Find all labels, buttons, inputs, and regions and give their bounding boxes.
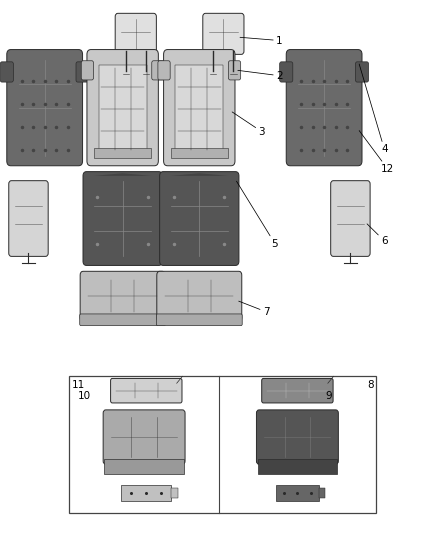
Bar bbox=[69, 376, 376, 513]
Text: 9: 9 bbox=[326, 391, 332, 401]
Bar bbox=[211, 69, 216, 77]
Text: 2: 2 bbox=[238, 70, 283, 80]
FancyBboxPatch shape bbox=[156, 314, 242, 326]
Bar bbox=[319, 488, 325, 498]
Text: 11: 11 bbox=[71, 380, 85, 390]
FancyBboxPatch shape bbox=[81, 61, 94, 80]
FancyArrow shape bbox=[94, 173, 152, 176]
FancyBboxPatch shape bbox=[279, 62, 293, 82]
Bar bbox=[231, 69, 236, 77]
FancyBboxPatch shape bbox=[356, 62, 368, 82]
FancyBboxPatch shape bbox=[80, 271, 165, 321]
Bar bbox=[276, 485, 319, 501]
Bar bbox=[105, 459, 184, 474]
Text: 6: 6 bbox=[367, 224, 388, 246]
FancyBboxPatch shape bbox=[115, 13, 156, 54]
FancyBboxPatch shape bbox=[257, 410, 338, 464]
Bar bbox=[175, 65, 223, 153]
Text: 8: 8 bbox=[367, 380, 374, 390]
FancyBboxPatch shape bbox=[331, 181, 370, 256]
FancyBboxPatch shape bbox=[157, 271, 242, 321]
Bar bbox=[258, 459, 337, 474]
FancyBboxPatch shape bbox=[9, 181, 48, 256]
FancyBboxPatch shape bbox=[159, 172, 239, 265]
Text: 7: 7 bbox=[239, 301, 269, 317]
FancyBboxPatch shape bbox=[7, 50, 82, 166]
Text: 3: 3 bbox=[232, 112, 265, 136]
Bar bbox=[121, 485, 172, 501]
FancyArrow shape bbox=[170, 173, 228, 176]
FancyBboxPatch shape bbox=[152, 61, 164, 80]
Bar bbox=[171, 488, 178, 498]
FancyBboxPatch shape bbox=[83, 172, 162, 265]
Text: 10: 10 bbox=[78, 391, 91, 401]
Text: 5: 5 bbox=[237, 181, 278, 248]
Text: 1: 1 bbox=[240, 36, 283, 45]
FancyBboxPatch shape bbox=[87, 50, 158, 166]
FancyBboxPatch shape bbox=[76, 62, 89, 82]
FancyBboxPatch shape bbox=[80, 314, 166, 326]
FancyBboxPatch shape bbox=[163, 50, 235, 166]
Bar bbox=[95, 148, 151, 158]
Bar bbox=[143, 69, 148, 77]
FancyBboxPatch shape bbox=[103, 410, 185, 464]
FancyBboxPatch shape bbox=[229, 61, 240, 80]
FancyBboxPatch shape bbox=[158, 61, 170, 80]
FancyBboxPatch shape bbox=[110, 378, 182, 403]
Text: 12: 12 bbox=[359, 131, 394, 174]
Text: 4: 4 bbox=[359, 64, 388, 154]
Bar bbox=[99, 65, 146, 153]
Bar bbox=[123, 69, 128, 77]
Bar bbox=[171, 148, 228, 158]
FancyBboxPatch shape bbox=[0, 62, 13, 82]
FancyBboxPatch shape bbox=[203, 13, 244, 54]
FancyBboxPatch shape bbox=[286, 50, 362, 166]
FancyBboxPatch shape bbox=[262, 378, 333, 403]
